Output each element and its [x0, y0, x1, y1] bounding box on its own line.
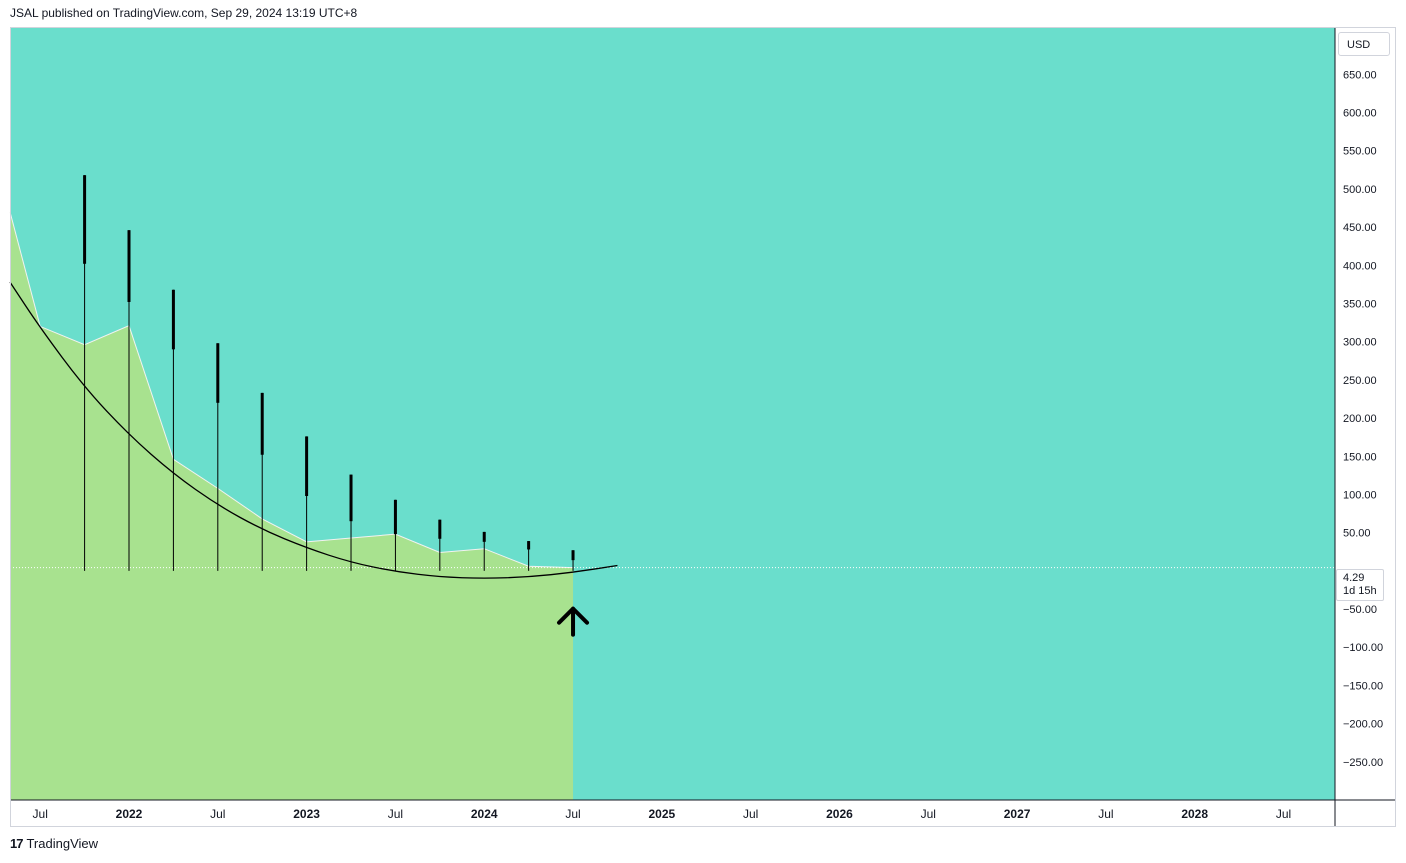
time-tick-label: Jul [743, 807, 758, 821]
plot-area [9, 175, 1335, 800]
trend-curve [9, 281, 618, 579]
price-tick-label: −100.00 [1343, 642, 1383, 654]
candle-body [83, 175, 87, 264]
price-tick-label: 150.00 [1343, 451, 1377, 463]
currency-selector[interactable]: USD [1338, 32, 1390, 56]
area-fill [10, 211, 574, 800]
publisher-header: JSAL published on TradingView.com, Sep 2… [10, 6, 358, 20]
price-tick-label: 400.00 [1343, 260, 1377, 272]
last-price-tag: 4.29 1d 15h [1336, 569, 1384, 601]
candle-body [438, 519, 442, 539]
candle-body [482, 531, 486, 542]
chart-frame [10, 27, 1396, 827]
footer[interactable]: 17 TradingView [10, 836, 98, 851]
price-tick-label: 350.00 [1343, 299, 1377, 311]
price-tick-label: −50.00 [1343, 604, 1377, 616]
time-tick-label: Jul [1276, 807, 1291, 821]
candle-body [305, 436, 309, 496]
time-tick-label: 2022 [116, 807, 143, 821]
axis-background [1335, 27, 1396, 800]
time-tick-label: 2028 [1181, 807, 1208, 821]
price-tick-label: 650.00 [1343, 69, 1377, 81]
bar-countdown: 1d 15h [1343, 585, 1377, 597]
time-tick-label: 2026 [826, 807, 853, 821]
currency-label: USD [1347, 39, 1371, 51]
candle-body [127, 230, 131, 302]
time-axis[interactable]: Jul 2022 Jul 2023 Jul 2024 Jul 2025 Jul 2026 Jul 20… [33, 807, 1292, 821]
area-line [9, 211, 574, 569]
price-tick-label: 100.00 [1343, 489, 1377, 501]
price-tick-label: 250.00 [1343, 375, 1377, 387]
tradingview-logo-icon: 17 [10, 836, 24, 851]
time-tick-label: 2025 [648, 807, 675, 821]
time-tick-label: 2024 [471, 807, 498, 821]
xaxis-background [10, 800, 1396, 827]
price-tick-label: 300.00 [1343, 337, 1377, 349]
price-tick-label: −150.00 [1343, 680, 1383, 692]
candle-body [393, 499, 397, 535]
time-tick-label: Jul [210, 807, 225, 821]
price-tick-label: 550.00 [1343, 146, 1377, 158]
time-tick-label: Jul [33, 807, 48, 821]
up-arrow-icon [557, 606, 590, 637]
candle-body [216, 343, 220, 403]
time-tick-label: Jul [565, 807, 580, 821]
time-tick-label: Jul [921, 807, 936, 821]
price-tick-label: −200.00 [1343, 719, 1383, 731]
candle-body [527, 541, 531, 550]
tradingview-brand: TradingView [26, 836, 99, 851]
price-tick-label: 450.00 [1343, 222, 1377, 234]
last-price-value: 4.29 [1343, 572, 1365, 584]
price-tick-label: 600.00 [1343, 108, 1377, 120]
price-tick-label: 200.00 [1343, 413, 1377, 425]
candle-body [171, 289, 175, 350]
time-tick-label: Jul [1098, 807, 1113, 821]
time-tick-label: Jul [388, 807, 403, 821]
price-tick-label: −250.00 [1343, 757, 1383, 769]
price-tick-label: 500.00 [1343, 184, 1377, 196]
candle-body [260, 392, 264, 455]
price-axis[interactable]: 650.00 600.00 550.00 500.00 450.00 400.00 350.… [1343, 69, 1383, 768]
candle-body [349, 474, 353, 522]
time-tick-label: 2027 [1004, 807, 1031, 821]
candle-body [571, 550, 575, 561]
price-tick-label: 50.00 [1343, 528, 1371, 540]
time-tick-label: 2023 [293, 807, 320, 821]
